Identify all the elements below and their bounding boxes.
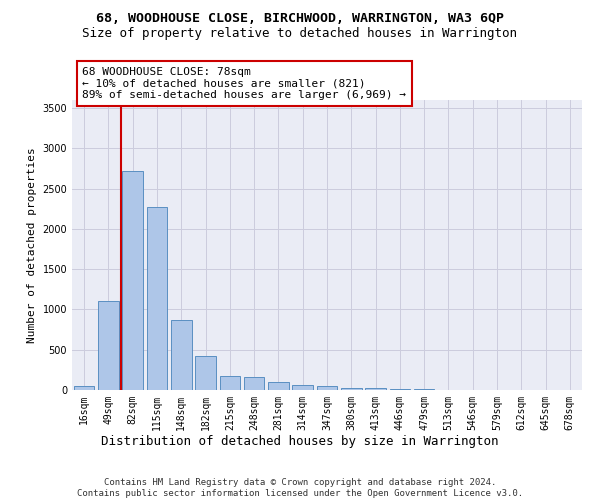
Y-axis label: Number of detached properties: Number of detached properties — [27, 147, 37, 343]
Bar — [292, 385, 313, 390]
Bar — [122, 171, 143, 390]
Bar — [74, 386, 94, 390]
Text: Distribution of detached houses by size in Warrington: Distribution of detached houses by size … — [101, 435, 499, 448]
Text: Size of property relative to detached houses in Warrington: Size of property relative to detached ho… — [83, 28, 517, 40]
Bar — [171, 320, 191, 390]
Bar — [341, 388, 362, 390]
Text: 68, WOODHOUSE CLOSE, BIRCHWOOD, WARRINGTON, WA3 6QP: 68, WOODHOUSE CLOSE, BIRCHWOOD, WARRINGT… — [96, 12, 504, 26]
Bar — [146, 207, 167, 390]
Bar — [98, 300, 119, 390]
Bar — [268, 382, 289, 390]
Bar — [365, 388, 386, 390]
Bar — [389, 389, 410, 390]
Bar — [244, 376, 265, 390]
Bar — [195, 356, 216, 390]
Text: 68 WOODHOUSE CLOSE: 78sqm
← 10% of detached houses are smaller (821)
89% of semi: 68 WOODHOUSE CLOSE: 78sqm ← 10% of detac… — [82, 67, 406, 100]
Bar — [317, 386, 337, 390]
Text: Contains HM Land Registry data © Crown copyright and database right 2024.
Contai: Contains HM Land Registry data © Crown c… — [77, 478, 523, 498]
Bar — [220, 376, 240, 390]
